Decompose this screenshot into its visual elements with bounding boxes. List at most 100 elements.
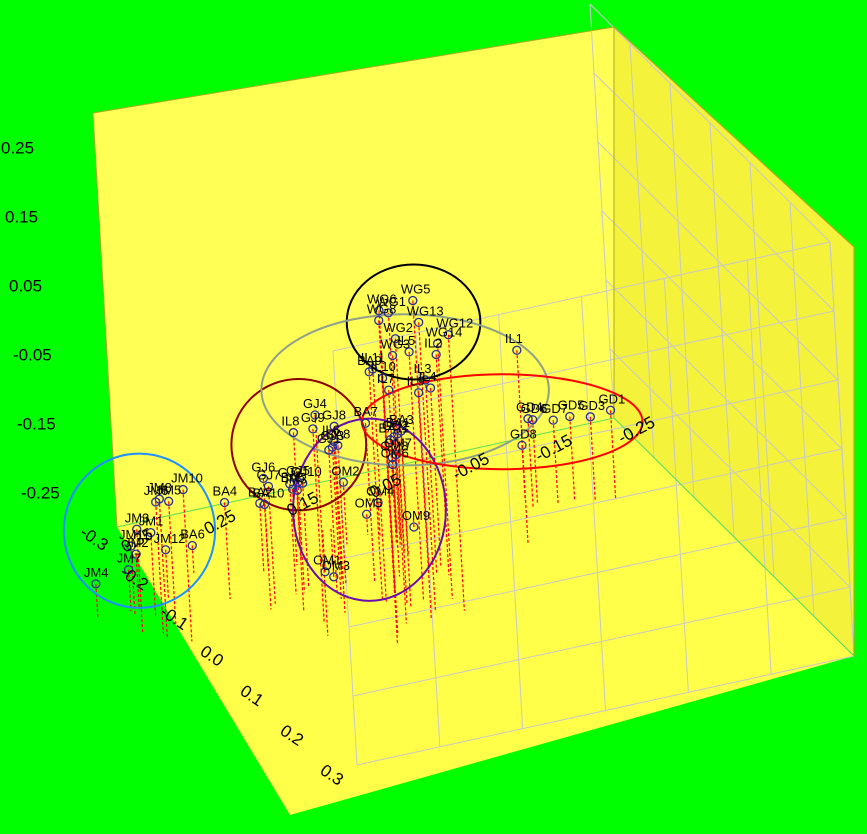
- point-label: GJ9: [301, 410, 325, 425]
- point-label: GD7: [541, 401, 568, 416]
- point-label: BA10: [253, 485, 285, 500]
- point-label: IL9: [407, 374, 425, 389]
- front-floor-face: [117, 418, 854, 815]
- grid-line: [746, 260, 772, 675]
- point-label: OM3: [322, 558, 350, 573]
- grid-line: [332, 350, 358, 766]
- drop-line: [381, 378, 396, 593]
- grid-line: [749, 162, 775, 577]
- drop-line: [393, 436, 401, 548]
- data-point: [374, 305, 384, 316]
- drop-line: [302, 483, 310, 587]
- data-point: [219, 497, 230, 508]
- drop-line: [389, 439, 397, 544]
- data-point: [178, 484, 188, 495]
- back-edge: [92, 26, 855, 656]
- data-point: [414, 317, 424, 328]
- data-point: [390, 334, 401, 344]
- point-label: JM6: [144, 483, 169, 498]
- grid-line: [581, 296, 606, 711]
- drop-line: [424, 379, 438, 574]
- point-label: GD4: [516, 400, 543, 415]
- z-axis-ticks: 0.25 0.15 0.05 -0.05 -0.15 -0.25: [1, 139, 60, 503]
- floor-edge: [116, 417, 855, 657]
- point-label: WG14: [426, 324, 463, 339]
- point-label: BA11: [378, 421, 409, 436]
- point-label: GJ3: [320, 428, 344, 443]
- data-point: [285, 479, 295, 489]
- drop-line: [297, 482, 305, 593]
- data-point: [361, 509, 372, 519]
- grid-line: [789, 202, 815, 617]
- point-label: BA6: [180, 527, 205, 542]
- data-point: [338, 477, 349, 487]
- point-label: IL3: [413, 361, 431, 376]
- drop-line: [289, 483, 297, 595]
- drop-line: [130, 546, 136, 616]
- point-label: WG2: [383, 320, 413, 335]
- drop-line: [521, 445, 526, 501]
- data-point: [425, 383, 436, 393]
- data-point: [548, 415, 558, 425]
- point-label: JM4: [84, 565, 109, 580]
- drop-line: [155, 501, 164, 634]
- data-point: [512, 345, 522, 355]
- data-point: [263, 481, 274, 492]
- drop-line: [328, 450, 338, 595]
- data-point: [287, 484, 298, 494]
- data-point: [320, 567, 330, 577]
- point-label: GJ4: [303, 396, 327, 411]
- data-point: [431, 349, 441, 360]
- drop-line: [331, 447, 342, 599]
- data-point: [288, 427, 299, 438]
- drop-line: [377, 502, 381, 538]
- data-point: [383, 308, 394, 318]
- point-label: GJ10: [291, 464, 322, 479]
- point-label: BA5: [281, 470, 306, 485]
- point-label: IL7: [377, 371, 395, 386]
- drop-line: [391, 355, 408, 604]
- data-point: [384, 385, 394, 395]
- data-point: [387, 459, 398, 470]
- drop-line: [366, 514, 369, 536]
- point-label: JM1: [139, 514, 164, 529]
- data-point: [385, 435, 396, 445]
- point-label: GD1: [599, 391, 626, 406]
- data-point: [404, 347, 414, 357]
- point-label: GJ6: [251, 459, 275, 474]
- drop-line: [552, 420, 559, 503]
- data-point: [308, 424, 318, 434]
- grid-line: [498, 314, 524, 729]
- point-label: JM12: [154, 531, 186, 546]
- grid-line: [589, 3, 615, 419]
- z-tick-label: -0.05: [13, 346, 52, 365]
- point-label: GJ5: [286, 463, 310, 478]
- point-label: BA9: [357, 353, 382, 368]
- y-tick-label: -0.3: [77, 523, 112, 555]
- data-point: [373, 497, 383, 508]
- point-label: OM1: [313, 553, 341, 568]
- point-label: JM3: [125, 510, 150, 525]
- drop-line: [337, 445, 347, 584]
- group-ellipse: [230, 377, 368, 512]
- drop-line: [150, 532, 157, 616]
- plot-box: [93, 27, 854, 815]
- data-point: [132, 524, 142, 534]
- point-label: OM5: [355, 495, 383, 510]
- data-point: [565, 411, 575, 422]
- point-label: IL2: [424, 336, 442, 351]
- drop-line: [322, 530, 326, 572]
- point-label: WG12: [436, 316, 473, 331]
- drop-line: [387, 312, 407, 624]
- point-label: IL1: [505, 331, 523, 346]
- z-tick-label: 0.15: [5, 208, 38, 227]
- drop-line: [378, 310, 399, 635]
- point-label: BA1: [386, 415, 411, 430]
- point-label: IL6: [322, 422, 340, 437]
- drop-line: [223, 502, 231, 600]
- drop-line: [400, 430, 409, 556]
- point-label: BA4: [213, 483, 238, 498]
- grid-lines: [332, 3, 855, 766]
- point-label: OM4: [366, 484, 394, 499]
